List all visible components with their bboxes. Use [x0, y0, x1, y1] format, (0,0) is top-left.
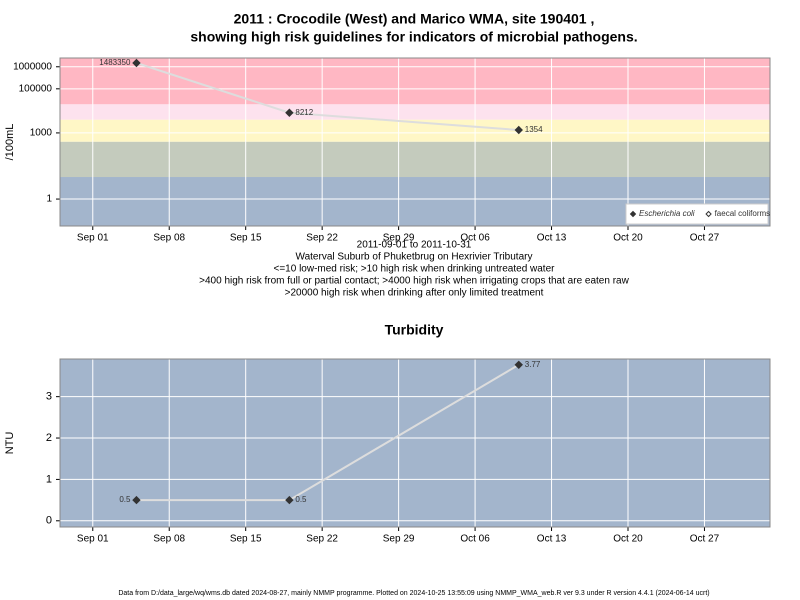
- y-tick-label: 1000000: [13, 61, 52, 72]
- legend-label: Escherichia coli: [639, 209, 695, 218]
- risk-band: [60, 119, 770, 142]
- y-tick-label: 3: [46, 391, 52, 403]
- legend-marker: [629, 210, 637, 218]
- x-tick-label: Oct 06: [460, 534, 490, 545]
- y-tick-label: 1: [46, 194, 52, 205]
- chart-title: 2011 : Crocodile (West) and Marico WMA, …: [234, 11, 595, 27]
- chart-title: Turbidity: [385, 322, 444, 338]
- x-tick-label: Sep 01: [77, 534, 109, 545]
- data-point: [514, 125, 523, 135]
- x-tick-label: Sep 29: [383, 233, 415, 244]
- data-label: 0.5: [295, 495, 307, 504]
- y-tick-label: 100000: [19, 83, 53, 94]
- y-tick-label: 1: [46, 473, 52, 485]
- data-label: 8212: [295, 108, 313, 117]
- data-point: [514, 360, 523, 370]
- x-tick-label: Sep 08: [153, 534, 185, 545]
- data-label: 3.77: [525, 360, 541, 369]
- data-label: 1483350: [99, 58, 131, 67]
- x-tick-label: Sep 15: [230, 534, 262, 545]
- x-tick-label: Oct 27: [690, 233, 720, 244]
- note: Waterval Suburb of Phuketbrug on Hexrivi…: [296, 252, 533, 263]
- y-tick-label: 0: [46, 515, 52, 527]
- plot-background: [60, 359, 770, 527]
- y-axis-label: NTU: [4, 432, 16, 455]
- data-point: [132, 58, 141, 68]
- x-tick-label: Sep 22: [306, 534, 338, 545]
- data-point: [285, 495, 294, 505]
- legend-label: faecal coliforms: [715, 209, 771, 218]
- x-tick-label: Oct 27: [690, 534, 720, 545]
- x-tick-label: Sep 01: [77, 233, 109, 244]
- x-tick-label: Sep 22: [306, 233, 338, 244]
- chart-title: showing high risk guidelines for indicat…: [190, 29, 637, 45]
- note: >400 high risk from full or partial cont…: [199, 276, 629, 287]
- x-tick-label: Oct 13: [537, 233, 567, 244]
- note: <=10 low-med risk; >10 high risk when dr…: [274, 264, 556, 275]
- legend-box: [625, 203, 769, 225]
- plot-frame: [59, 57, 771, 227]
- risk-band: [60, 58, 770, 105]
- plot-frame: [59, 358, 771, 528]
- data-label: 0.5: [119, 495, 131, 504]
- x-tick-label: Oct 20: [613, 534, 643, 545]
- x-axis-label: 2011-09-01 to 2011-10-31: [357, 240, 472, 251]
- data-point: [132, 495, 141, 505]
- risk-band: [60, 104, 770, 120]
- x-tick-label: Oct 20: [613, 233, 643, 244]
- legend-marker: [705, 210, 712, 218]
- y-axis-label: /100mL: [4, 124, 16, 161]
- x-tick-label: Sep 15: [230, 233, 262, 244]
- y-tick-label: 1000: [30, 128, 53, 139]
- note: >20000 high risk when drinking after onl…: [285, 288, 544, 299]
- risk-band: [60, 141, 770, 178]
- x-tick-label: Oct 13: [537, 534, 567, 545]
- x-tick-label: Oct 06: [460, 233, 490, 244]
- y-tick-label: 2: [46, 432, 52, 444]
- x-tick-label: Sep 08: [153, 233, 185, 244]
- footer: Data from D:/data_large/wq/wms.db dated …: [118, 590, 709, 597]
- data-label: 1354: [525, 125, 543, 134]
- data-point: [285, 108, 294, 117]
- x-tick-label: Sep 29: [383, 534, 415, 545]
